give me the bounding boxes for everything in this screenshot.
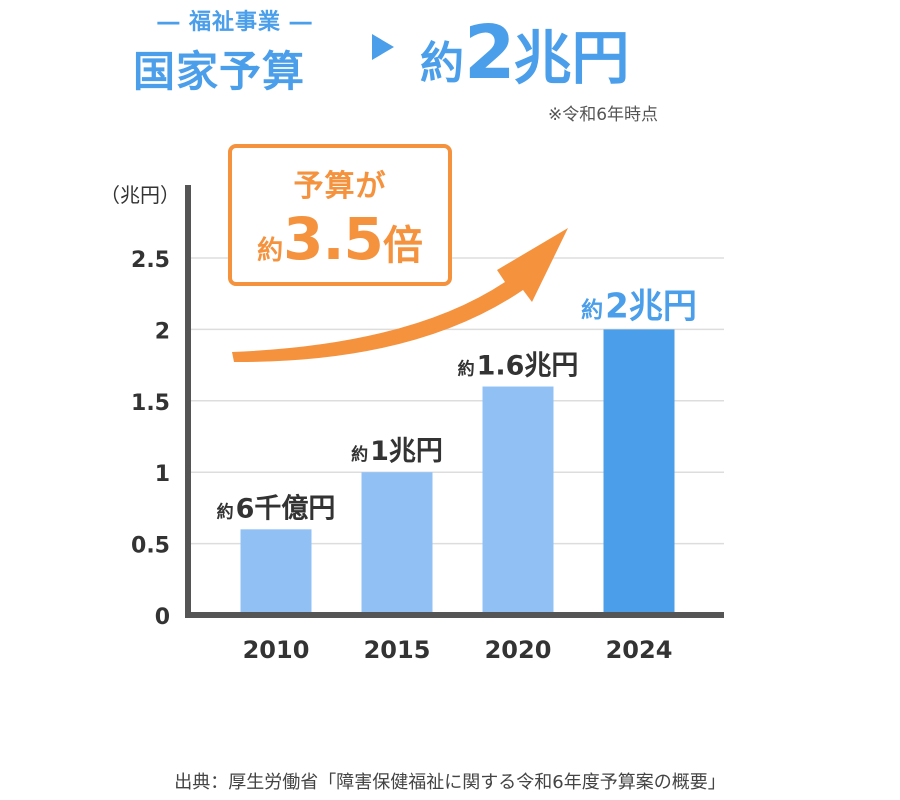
play-triangle-icon (372, 34, 394, 60)
y-tick-label: 1.5 (131, 391, 170, 416)
headline-category: ― 福祉事業 ― (157, 10, 313, 35)
x-tick-label: 2015 (364, 636, 431, 664)
bar-value-label: 約6千億円 (217, 493, 336, 524)
bars (240, 329, 675, 615)
bar-value-main: 1兆円 (370, 436, 443, 467)
callout-line2: 約3.5倍 (232, 206, 448, 287)
x-tick-label: 2024 (606, 636, 673, 664)
bar-value-label: 約2兆円 (581, 286, 697, 326)
y-tick-label: 2.5 (131, 248, 170, 273)
bar (482, 386, 554, 615)
bar-value-label: 約1.6兆円 (458, 351, 579, 382)
callout-prefix: 約 (257, 236, 284, 266)
headline-total-number: 2 (464, 10, 515, 96)
callout-unit: 倍 (382, 223, 423, 269)
source-citation: 出典：厚生労働省「障害保健福祉に関する令和6年度予算案の概要」 (174, 772, 726, 793)
bar (603, 329, 675, 615)
labels: 00.511.522.5（兆円）2010約6千億円2015約1兆円2020約1.… (100, 183, 697, 664)
x-tick-label: 2020 (485, 636, 552, 664)
budget-bar-chart: 00.511.522.5（兆円）2010約6千億円2015約1兆円2020約1.… (100, 183, 724, 664)
growth-arrow-icon (232, 228, 568, 363)
headline-title: 国家予算 (133, 47, 306, 96)
x-tick-label: 2010 (243, 636, 310, 664)
y-tick-label: 2 (155, 319, 170, 344)
bar-value-prefix: 約 (217, 501, 234, 522)
bar-value-main: 6千億円 (236, 493, 336, 524)
headline-total: 約2兆円 (420, 10, 630, 96)
bar-value-main: 1.6兆円 (477, 351, 579, 382)
bar (361, 472, 433, 615)
bar-value-prefix: 約 (458, 359, 475, 380)
bar-value-prefix: 約 (581, 297, 603, 323)
y-tick-label: 0.5 (131, 534, 170, 559)
callout-number: 3.5 (283, 205, 384, 273)
y-tick-label: 1 (155, 462, 170, 487)
headline-note: ※令和6年時点 (548, 105, 659, 125)
bar-value-label: 約1兆円 (351, 436, 443, 467)
y-tick-label: 0 (155, 605, 170, 630)
bar (240, 529, 312, 615)
callout-line1: 予算が (293, 169, 387, 204)
headline-total-prefix: 約 (420, 38, 464, 89)
axes (185, 185, 724, 618)
y-axis-label: （兆円） (100, 183, 180, 207)
bar-value-prefix: 約 (351, 444, 368, 465)
growth-callout: 予算が 約3.5倍 (228, 144, 452, 286)
headline-total-unit: 兆円 (513, 24, 630, 92)
bar-value-main: 2兆円 (605, 286, 697, 326)
